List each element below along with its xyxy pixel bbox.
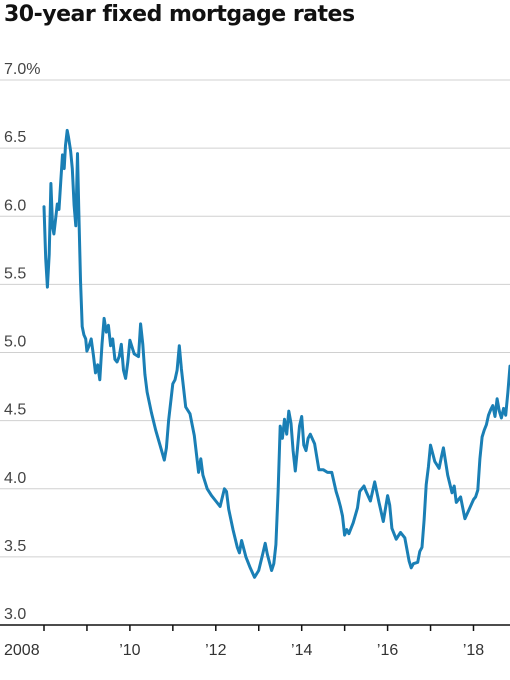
y-tick-label: 6.5 (4, 129, 26, 146)
y-tick-label: 7.0% (4, 61, 40, 78)
y-tick-label: 5.0 (4, 334, 26, 351)
y-tick-label: 3.0 (4, 606, 26, 623)
series-group (42, 128, 510, 579)
x-tick-label: ’18 (463, 642, 484, 659)
y-tick-label: 4.0 (4, 470, 26, 487)
mortgage-rate-line (42, 128, 510, 579)
x-tick-label: ’12 (205, 642, 226, 659)
x-tick-label: ’10 (119, 642, 140, 659)
y-tick-label: 5.5 (4, 265, 26, 282)
x-tick-label: ’14 (291, 642, 312, 659)
y-tick-label: 6.0 (4, 197, 26, 214)
chart-title: 30-year fixed mortgage rates (4, 2, 355, 27)
x-tick-label: 2008 (4, 642, 40, 659)
y-axis-tick-labels: 3.0 3.5 4.0 4.5 5.0 5.5 6.0 6.5 7.0% (4, 61, 40, 623)
y-tick-label: 3.5 (4, 538, 26, 555)
gridlines (0, 79, 510, 558)
y-tick-label: 4.5 (4, 402, 26, 419)
x-tick-label: ’16 (377, 642, 398, 659)
x-axis: 2008 ’10 ’12 ’14 ’16 ’18 (0, 624, 510, 659)
